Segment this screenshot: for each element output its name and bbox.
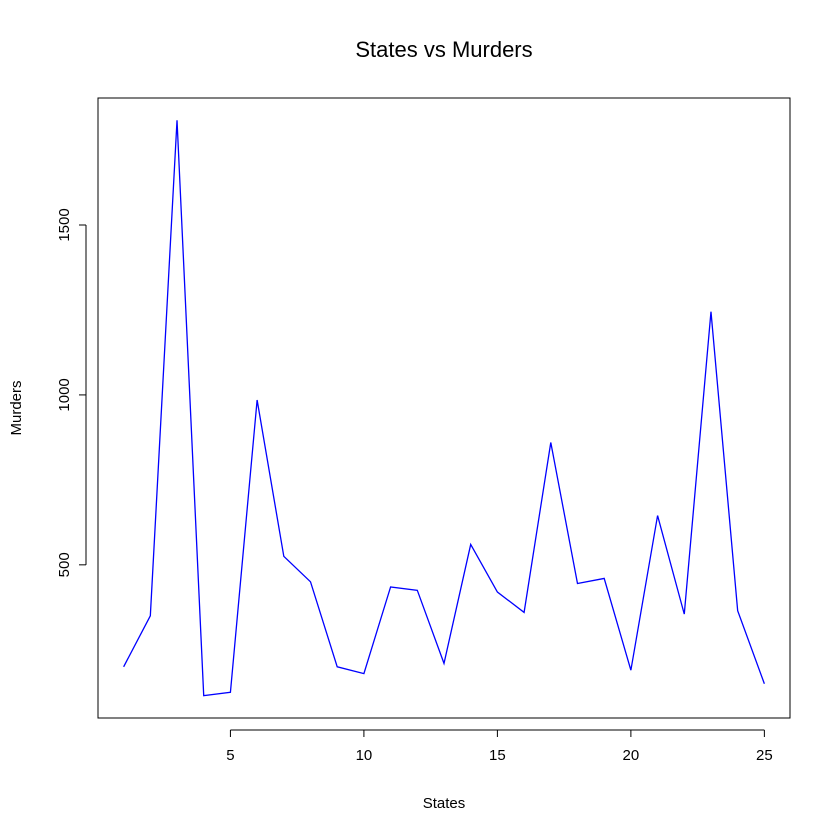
x-axis: 5 10 15 20 25 [226,729,773,764]
plot-frame [97,97,791,719]
x-tick-label: 20 [623,747,640,764]
series-line [123,120,765,697]
y-tick-label: 1500 [56,208,73,241]
y-tick-label: 1000 [56,378,73,411]
x-tick-label: 25 [756,747,773,764]
y-tick-label: 500 [56,552,73,577]
x-tick-label: 10 [356,747,373,764]
x-axis-label: States [423,795,466,812]
plot-area [123,120,765,697]
y-axis: 500 1000 1500 [56,208,87,577]
x-tick-label: 15 [489,747,506,764]
y-axis-label: Murders [8,380,25,435]
chart-title: States vs Murders [355,37,532,62]
x-tick-label: 5 [226,747,234,764]
